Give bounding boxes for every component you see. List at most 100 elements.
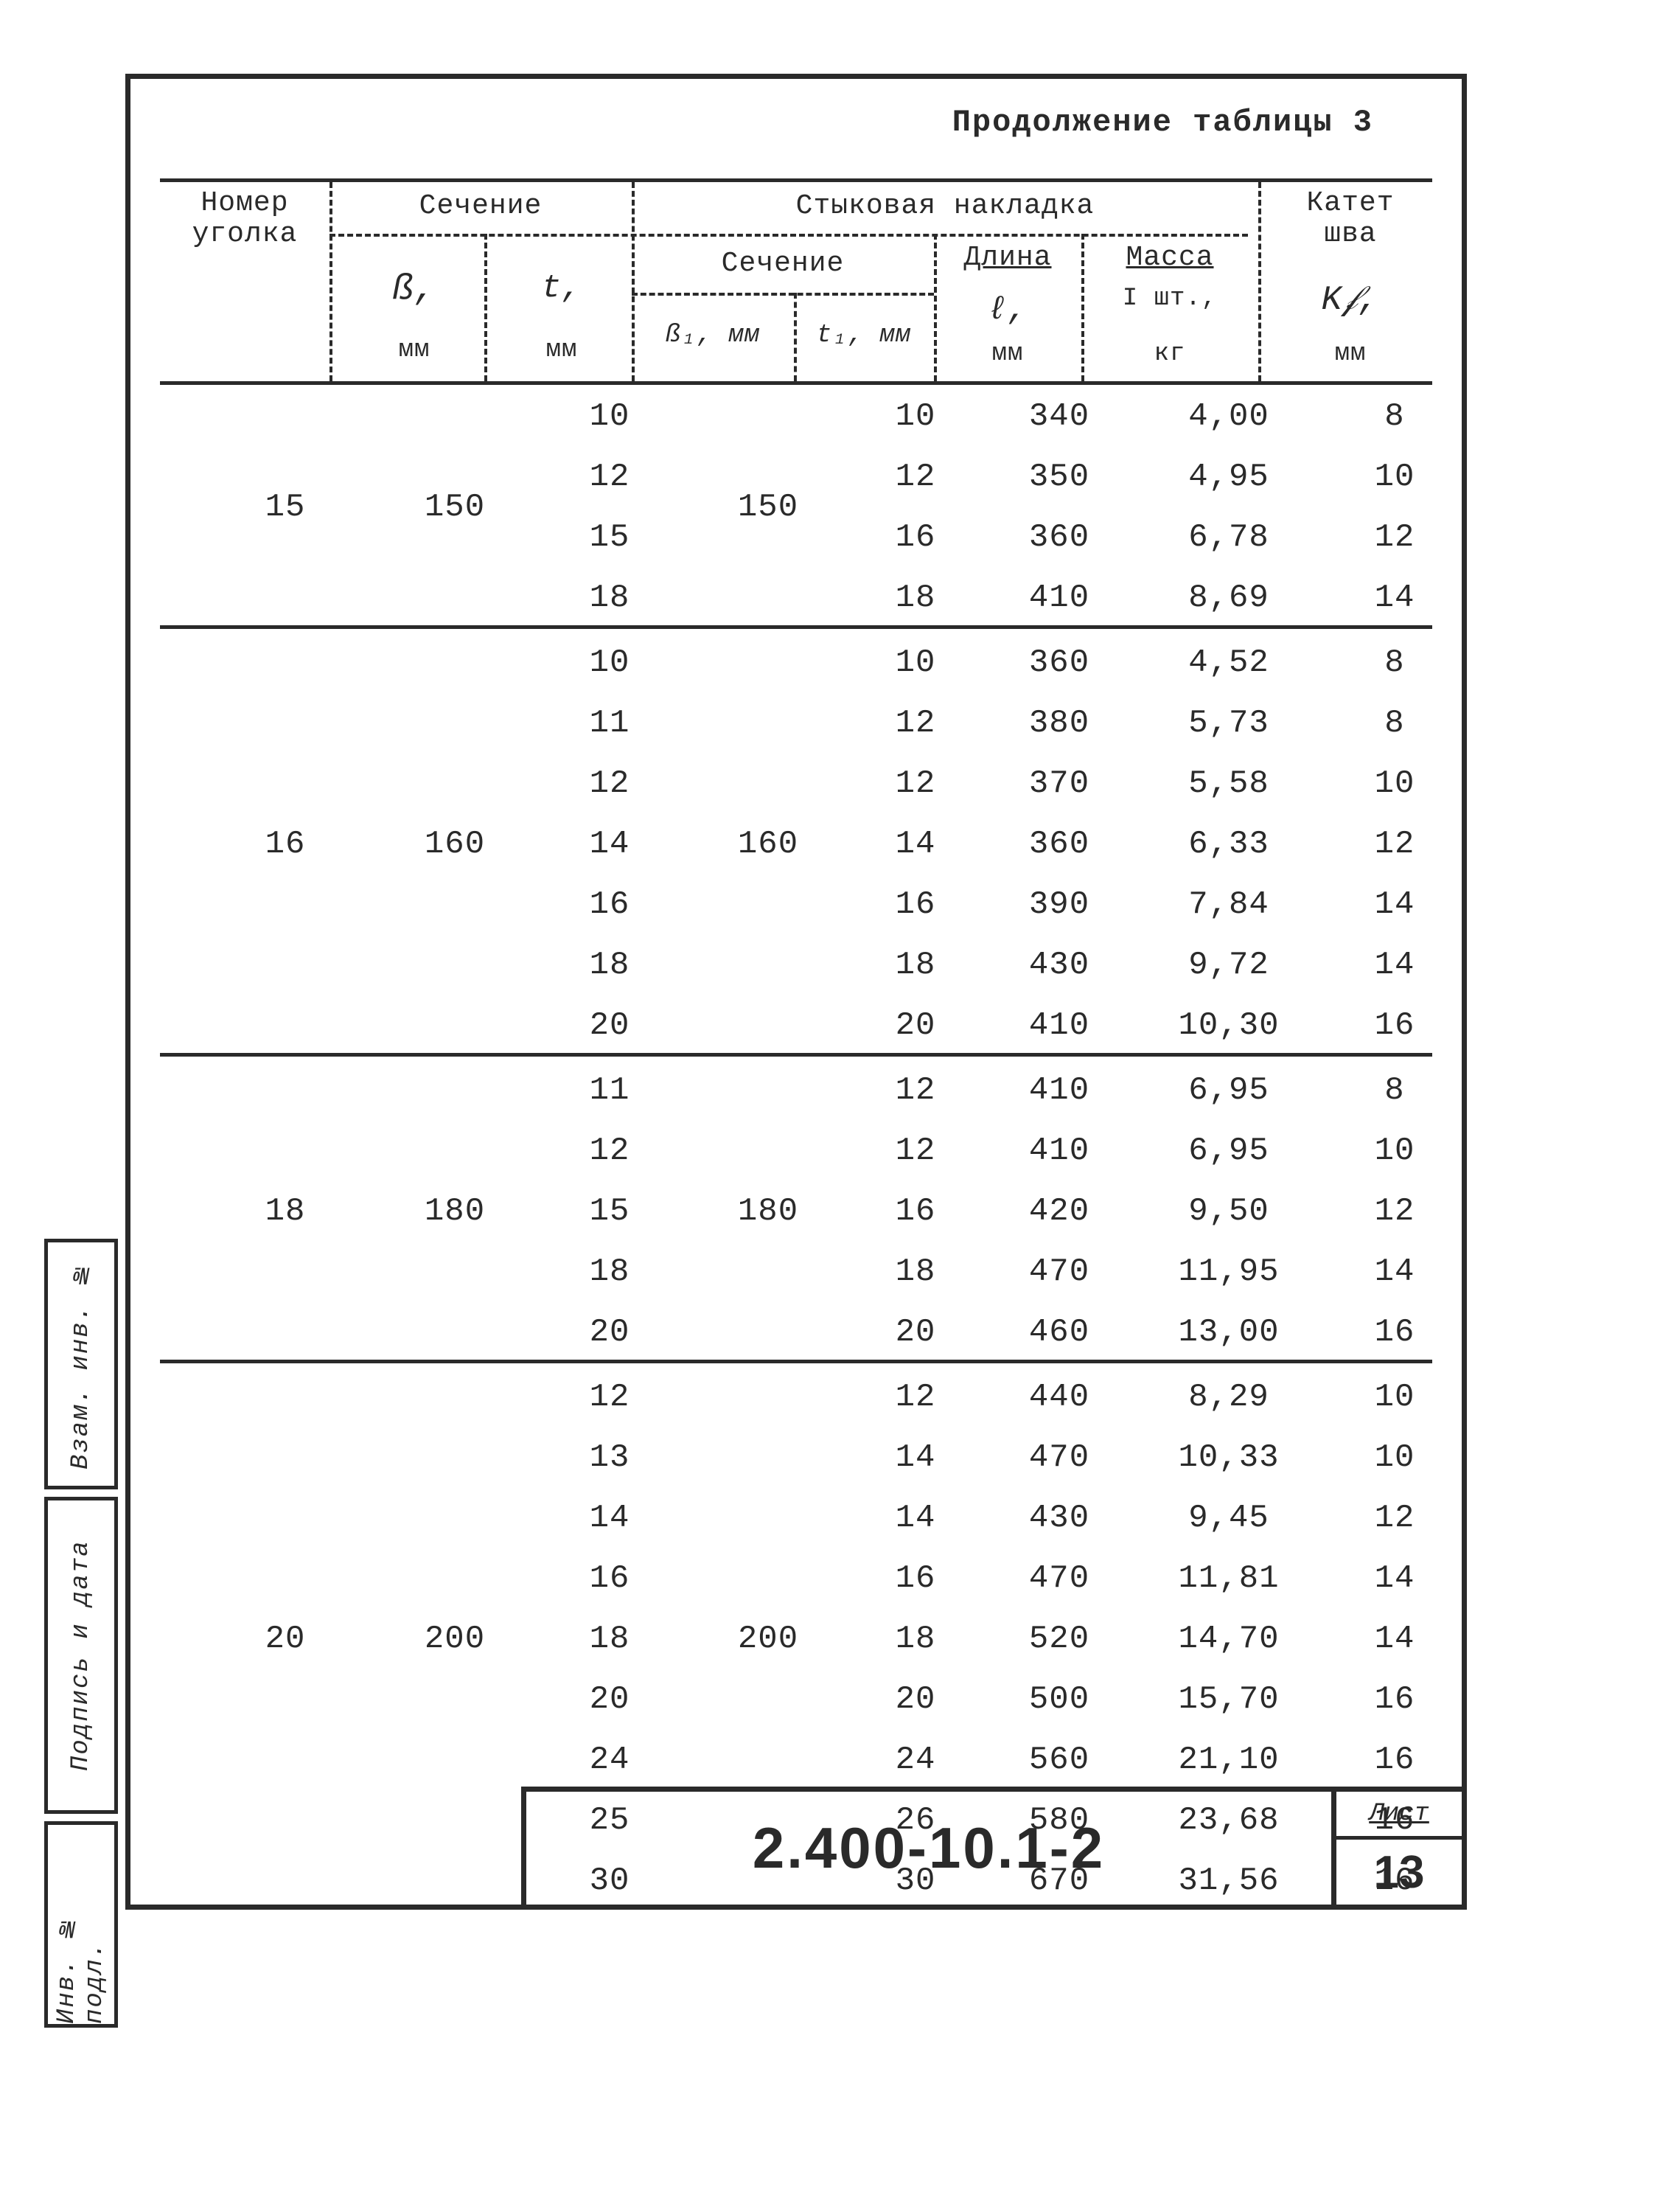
table-cell: 440	[993, 1366, 1126, 1429]
table-row: 12123705,5810	[160, 752, 1432, 815]
table-group-cell-nomer: 15	[219, 476, 352, 539]
table-cell: 14	[853, 1426, 978, 1489]
table-cell: 14	[1332, 933, 1457, 997]
table-cell: 6,33	[1148, 813, 1310, 876]
table-cell: 24	[543, 1728, 676, 1792]
side-label: Взам. инв. №	[44, 1239, 118, 1489]
table-group-cell-nomer: 20	[219, 1607, 352, 1671]
table-cell: 16	[1332, 1301, 1457, 1364]
header-katet: Катет шва	[1266, 188, 1435, 250]
table-continuation-title: Продолжение таблицы 3	[952, 105, 1373, 140]
table-cell: 6,95	[1148, 1059, 1310, 1122]
header-massa-unit: кг	[1089, 341, 1251, 368]
table-cell: 15	[543, 1180, 676, 1243]
table-cell: 11,81	[1148, 1547, 1310, 1610]
table-cell: 10	[543, 385, 676, 448]
table-cell: 20	[853, 1668, 978, 1731]
header-dlina: Длина	[941, 243, 1074, 274]
table-cell: 12	[1332, 813, 1457, 876]
table-cell: 10	[1332, 752, 1457, 815]
table-cell: 9,72	[1148, 933, 1310, 997]
table-cell: 14	[1332, 1607, 1457, 1671]
table-group-cell-b1: 200	[698, 1607, 838, 1671]
table-cell: 16	[853, 1180, 978, 1243]
table-header: Номер уголка Сечение ß, мм t, мм Стыкова…	[160, 178, 1432, 385]
table-cell: 20	[853, 1301, 978, 1364]
table-cell: 13	[543, 1426, 676, 1489]
table-cell: 6,78	[1148, 506, 1310, 569]
table-cell: 18	[853, 1240, 978, 1304]
table-cell: 12	[543, 752, 676, 815]
table-row: 14144309,4512	[160, 1486, 1432, 1550]
header-sechenie: Сечение	[329, 191, 632, 222]
table-cell: 12	[853, 1059, 978, 1122]
table-row: 18184108,6914	[160, 566, 1432, 630]
table-row: 202050015,7016	[160, 1668, 1432, 1731]
table-cell: 10	[853, 631, 978, 695]
table-cell: 430	[993, 1486, 1126, 1550]
table-cell: 410	[993, 1119, 1126, 1183]
table-body: 10103404,00812123504,951015163606,781218…	[160, 378, 1432, 1779]
table-cell: 16	[1332, 994, 1457, 1057]
table-row: 10103404,008	[160, 385, 1432, 448]
table-cell: 390	[993, 873, 1126, 936]
table-cell: 10	[1332, 1366, 1457, 1429]
group-divider	[160, 625, 1432, 629]
table-cell: 14	[543, 813, 676, 876]
table-row: 11123805,738	[160, 692, 1432, 755]
table-group-cell-nomer: 16	[219, 813, 352, 876]
sheet-label: Лист	[1336, 1792, 1462, 1840]
table-cell: 16	[543, 873, 676, 936]
header-divider	[1258, 182, 1261, 381]
table-cell: 10,33	[1148, 1426, 1310, 1489]
table-row: 161647011,8114	[160, 1547, 1432, 1610]
table-cell: 11,95	[1148, 1240, 1310, 1304]
table-cell: 8,29	[1148, 1366, 1310, 1429]
table-cell: 420	[993, 1180, 1126, 1243]
group-divider	[160, 1053, 1432, 1057]
table-cell: 18	[853, 566, 978, 630]
header-t: t,	[499, 271, 624, 306]
table-cell: 18	[853, 933, 978, 997]
table-cell: 16	[853, 506, 978, 569]
table-cell: 12	[853, 692, 978, 755]
header-divider	[329, 234, 1248, 237]
table-cell: 16	[1332, 1728, 1457, 1792]
table-cell: 4,00	[1148, 385, 1310, 448]
table-cell: 410	[993, 1059, 1126, 1122]
table-cell: 11	[543, 692, 676, 755]
table-cell: 8,69	[1148, 566, 1310, 630]
table-cell: 14	[1332, 1547, 1457, 1610]
table-cell: 5,73	[1148, 692, 1310, 755]
table-cell: 430	[993, 933, 1126, 997]
table-cell: 10,30	[1148, 994, 1310, 1057]
table-cell: 12	[853, 752, 978, 815]
table-cell: 14	[853, 813, 978, 876]
title-block: 2.400-10.1-2 Лист 13	[521, 1787, 1462, 1905]
document-number: 2.400-10.1-2	[526, 1792, 1331, 1905]
table-cell: 14	[1332, 566, 1457, 630]
table-cell: 18	[543, 1607, 676, 1671]
table-cell: 13,00	[1148, 1301, 1310, 1364]
table-cell: 7,84	[1148, 873, 1310, 936]
table-cell: 14	[1332, 1240, 1457, 1304]
table-cell: 18	[543, 1240, 676, 1304]
table-cell: 360	[993, 631, 1126, 695]
table-cell: 21,10	[1148, 1728, 1310, 1792]
table-cell: 12	[853, 445, 978, 509]
header-divider	[794, 293, 797, 381]
table-cell: 18	[543, 933, 676, 997]
table-group-cell-b: 160	[381, 813, 529, 876]
table-cell: 8	[1332, 1059, 1457, 1122]
header-stykovaya: Стыковая накладка	[632, 191, 1258, 222]
table-cell: 6,95	[1148, 1119, 1310, 1183]
table-cell: 10	[1332, 1426, 1457, 1489]
table-cell: 12	[853, 1366, 978, 1429]
table-cell: 12	[1332, 1486, 1457, 1550]
page-frame: Продолжение таблицы 3 Номер уголка Сечен…	[125, 74, 1467, 1910]
table-cell: 12	[1332, 1180, 1457, 1243]
table-group-cell-b1: 180	[698, 1180, 838, 1243]
table-cell: 20	[543, 1301, 676, 1364]
table-cell: 20	[543, 994, 676, 1057]
table-row: 131447010,3310	[160, 1426, 1432, 1489]
